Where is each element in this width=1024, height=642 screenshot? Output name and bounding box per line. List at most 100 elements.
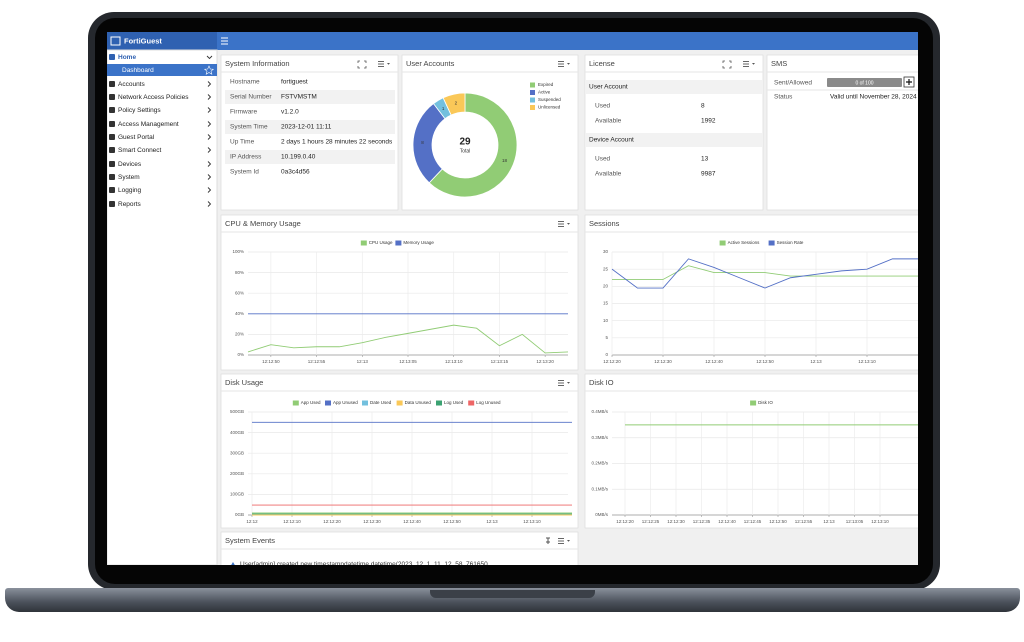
menu-item[interactable]: System [118,174,140,181]
panel [220,373,579,529]
event-text: User[admin] created new timestampdatetim… [240,561,488,565]
panel-menu[interactable] [558,538,570,544]
legend-label[interactable]: Session Rate [777,240,804,245]
legend-swatch [396,400,403,406]
panel [220,214,579,371]
legend-label[interactable]: Log Unused [476,400,501,405]
legend-label[interactable]: CPU Usage [369,240,393,245]
panel-menu[interactable] [558,221,570,227]
menu-item[interactable]: Accounts [118,81,145,88]
expand-icon[interactable] [357,60,367,69]
expand-icon[interactable] [722,60,732,69]
legend-label[interactable]: Suspended [538,97,561,102]
x-tick-label: 12:12:35 [693,519,711,524]
menu-item[interactable]: Reports [118,201,142,208]
x-tick-label: 12:12:10 [283,519,301,524]
y-tick-label: 100% [232,249,244,254]
menu-icon [109,54,115,60]
menu-item[interactable]: Home [118,54,136,61]
row-label: System Time [230,124,268,131]
menu-item[interactable]: Smart Connect [118,147,162,154]
menu-item[interactable]: Logging [118,187,142,194]
x-tick-label: 12:13:05 [399,359,417,364]
menu-item[interactable]: Access Management [118,121,179,128]
panel-title: Disk IO [589,378,614,387]
x-tick-label: 12:13 [810,359,822,364]
pin-icon[interactable] [546,537,550,544]
legend-label[interactable]: Unlicensed [538,105,561,110]
event-icon [231,562,235,565]
legend-swatch [530,97,535,103]
row-label: Used [595,156,611,163]
x-tick-label: 12:12:20 [616,519,634,524]
x-tick-label: 12:12:55 [308,359,326,364]
dashboard: FortiGuest Home Dashboard Accounts Network A… [107,32,918,565]
y-tick-label: 0GB [235,512,244,517]
section-heading: User Account [589,84,628,91]
legend-swatch [395,240,402,246]
y-tick-label: 20% [235,332,244,337]
y-tick-label: 25 [603,266,609,271]
panel-menu[interactable] [743,61,755,67]
legend-swatch [768,240,775,246]
legend-label[interactable]: Expired [538,82,554,87]
panel-menu-caret [567,223,570,225]
legend-label[interactable]: Active [538,90,551,95]
row-label: Sent/Allowed [774,80,812,87]
legend-swatch [530,82,535,88]
menu-item[interactable]: Network Access Policies [118,94,189,101]
panel-menu[interactable] [378,61,390,67]
legend-swatch [468,400,475,406]
legend-swatch [325,400,331,406]
menu-item[interactable]: Guest Portal [118,134,155,141]
panel-title: Disk Usage [225,378,263,387]
legend-swatch [530,105,535,110]
menu-item[interactable]: Dashboard [122,67,154,74]
chevron [207,174,212,180]
legend-label[interactable]: App Used [301,400,321,405]
legend-label[interactable]: Memory Usage [403,240,434,245]
series-line [612,265,918,280]
legend-label[interactable]: Active Sessions [728,240,761,245]
menu-item[interactable]: Policy Settings [118,107,161,114]
row-shade [225,150,395,164]
x-tick-label: 12:12:45 [744,519,762,524]
legend-label[interactable]: Log Used [444,400,464,405]
y-tick-label: 0MB/s [595,512,609,517]
row-label: Firmware [230,109,257,116]
y-tick-label: 200GB [230,471,244,476]
chevron [207,134,212,140]
chevron [207,107,212,113]
row-label: Up Time [230,139,255,146]
legend-swatch [530,90,535,95]
y-tick-label: 400GB [230,430,244,435]
legend-label[interactable]: Disk IO [758,400,773,405]
row-value: Valid until November 28, 2024 [830,94,917,101]
panel [584,54,764,211]
menu-icon [109,107,115,113]
legend-swatch [362,400,368,406]
row-shade [225,120,395,134]
y-tick-label: 40% [235,311,244,316]
panel-menu[interactable] [558,61,570,67]
panel [584,214,918,371]
menu-item[interactable]: Devices [118,161,142,168]
row-label: Available [595,171,622,178]
legend-swatch [436,400,442,406]
legend-label[interactable]: Data Unused [405,400,432,405]
panel-menu[interactable] [558,380,570,386]
row-value: 13 [701,156,709,163]
top-bar [107,32,918,50]
legend-label[interactable]: Date Used [370,400,392,405]
slice-label: 18 [502,158,508,163]
row-label: Used [595,103,611,110]
panel-title: SMS [771,59,787,68]
legend-label[interactable]: App Unused [333,400,358,405]
y-tick-label: 30 [603,249,609,254]
series-line [247,324,569,354]
menu-toggle[interactable] [221,37,228,45]
row-label: Available [595,118,622,125]
menu-icon [109,94,115,100]
menu-icon [109,134,115,140]
y-tick-label: 20 [603,284,609,289]
